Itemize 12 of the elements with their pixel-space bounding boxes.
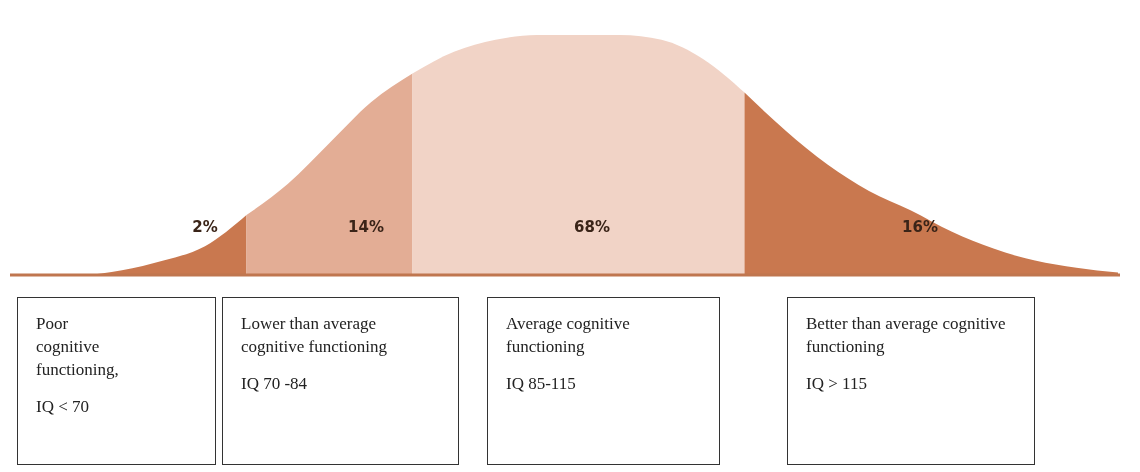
text: IQ 70 -84 [241, 373, 309, 395]
text: Better than average cognitive functioning [806, 313, 1007, 358]
text: Lower than average cognitive functioning [241, 313, 388, 358]
annotation: 68% [574, 218, 610, 236]
text: IQ 85-115 [506, 373, 577, 395]
annotation: 14% [348, 218, 384, 236]
annotation: 16% [902, 218, 938, 236]
text: Average cognitive functioning [506, 313, 631, 358]
text: IQ > 115 [806, 373, 868, 395]
text: Poor cognitive functioning, [36, 313, 120, 381]
annotation: 2% [192, 218, 218, 236]
text: IQ < 70 [36, 396, 91, 418]
